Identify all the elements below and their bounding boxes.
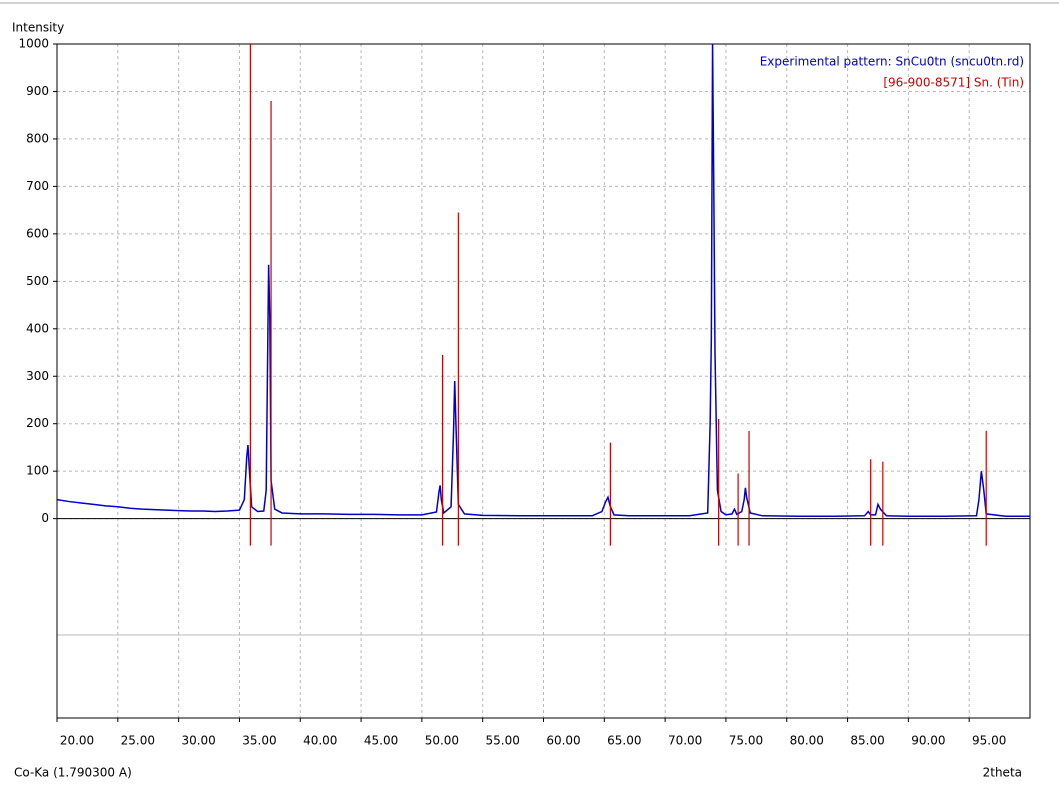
- y-axis-label: Intensity: [12, 21, 64, 35]
- x-tick-label: 40.00: [303, 734, 337, 748]
- plot-frame: [56, 43, 1031, 719]
- x-tick-label: 50.00: [425, 734, 459, 748]
- y-tick-label: 0: [41, 511, 49, 525]
- x-tick-label: 25.00: [121, 734, 155, 748]
- x-tick-label: 95.00: [972, 734, 1006, 748]
- y-tick-label: 1000: [18, 37, 49, 51]
- source-label: Co-Ka (1.790300 A): [14, 766, 132, 780]
- y-tick-label: 500: [26, 274, 49, 288]
- x-axis-label: 2theta: [983, 766, 1022, 780]
- x-tick-label: 85.00: [850, 734, 884, 748]
- y-tick-label: 900: [26, 84, 49, 98]
- x-tick-label: 20.00: [60, 734, 94, 748]
- y-tick-label: 600: [26, 226, 49, 240]
- y-tick-label: 300: [26, 369, 49, 383]
- legend-entry: Experimental pattern: SnCu0tn (sncu0tn.r…: [760, 55, 1024, 69]
- x-tick-label: 70.00: [668, 734, 702, 748]
- y-tick-label: 800: [26, 131, 49, 145]
- x-tick-label: 30.00: [181, 734, 215, 748]
- x-tick-label: 80.00: [790, 734, 824, 748]
- x-tick-label: 35.00: [242, 734, 276, 748]
- y-tick-label: 400: [26, 321, 49, 335]
- y-tick-label: 200: [26, 416, 49, 430]
- y-tick-label: 100: [26, 464, 49, 478]
- x-tick-label: 75.00: [729, 734, 763, 748]
- x-tick-label: 45.00: [364, 734, 398, 748]
- x-tick-label: 65.00: [607, 734, 641, 748]
- pattern-line: [57, 44, 1030, 518]
- x-tick-label: 60.00: [546, 734, 580, 748]
- x-tick-label: 90.00: [911, 734, 945, 748]
- x-tick-label: 55.00: [486, 734, 520, 748]
- y-tick-label: 700: [26, 179, 49, 193]
- legend-entry: [96-900-8571] Sn. (Tin): [883, 76, 1024, 90]
